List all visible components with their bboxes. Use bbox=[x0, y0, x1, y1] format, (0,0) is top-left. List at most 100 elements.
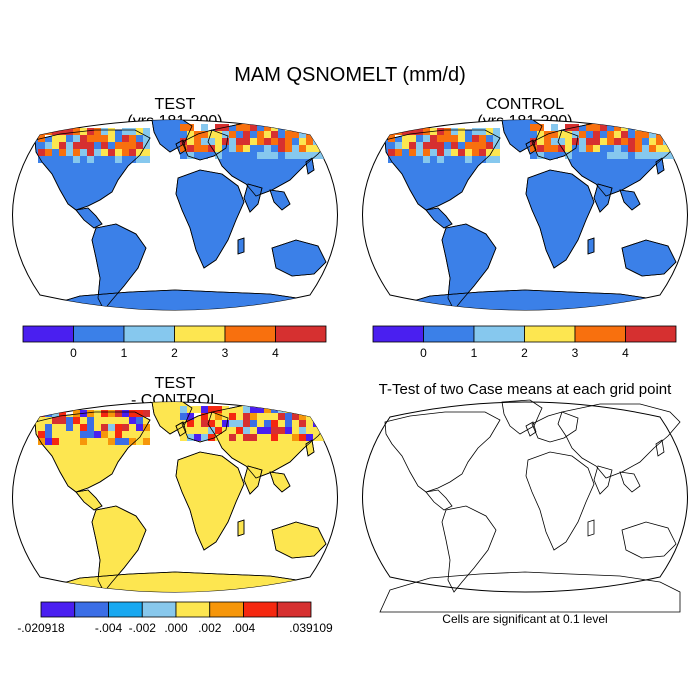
grid-cell bbox=[444, 156, 451, 163]
grid-cell bbox=[614, 152, 621, 159]
colorbar-swatch bbox=[22, 325, 74, 343]
grid-cell bbox=[271, 138, 278, 145]
grid-cell bbox=[299, 152, 306, 159]
grid-cell bbox=[222, 131, 229, 138]
diff-map-land bbox=[29, 402, 334, 592]
grid-cell bbox=[558, 131, 565, 138]
grid-cell bbox=[614, 124, 621, 131]
grid-cell bbox=[472, 135, 479, 142]
grid-cell bbox=[656, 124, 663, 131]
grid-cell bbox=[579, 138, 586, 145]
grid-cell bbox=[395, 156, 402, 163]
grid-cell bbox=[423, 142, 430, 149]
colorbar-tick-label: 0 bbox=[420, 346, 427, 360]
grid-cell bbox=[607, 138, 614, 145]
coastline-greenland bbox=[151, 120, 193, 153]
grid-cell bbox=[229, 131, 236, 138]
grid-cell bbox=[416, 142, 423, 149]
grid-cell bbox=[143, 128, 150, 135]
grid-cell bbox=[80, 149, 87, 156]
grid-cell bbox=[621, 138, 628, 145]
grid-cell bbox=[180, 406, 187, 413]
grid-cell bbox=[201, 138, 208, 145]
grid-cell bbox=[271, 427, 278, 434]
grid-cell bbox=[94, 431, 101, 438]
grid-cell bbox=[313, 413, 320, 420]
coastline-se-asia bbox=[269, 189, 291, 211]
grid-cell bbox=[677, 124, 684, 131]
grid-cell bbox=[136, 424, 143, 431]
grid-cell bbox=[38, 149, 45, 156]
grid-cell bbox=[108, 135, 115, 142]
grid-cell bbox=[493, 135, 500, 142]
grid-cell bbox=[73, 410, 80, 417]
grid-cell bbox=[208, 145, 215, 152]
colorbar-tick-label: 2 bbox=[171, 346, 178, 360]
grid-cell bbox=[115, 149, 122, 156]
grid-cell bbox=[187, 145, 194, 152]
colorbar-tick-label: -.002 bbox=[128, 621, 156, 635]
grid-cell bbox=[292, 427, 299, 434]
grid-cell bbox=[292, 434, 299, 441]
grid-cell bbox=[402, 135, 409, 142]
colorbar-swatch bbox=[73, 325, 125, 343]
grid-cell bbox=[80, 135, 87, 142]
grid-cell bbox=[208, 131, 215, 138]
grid-cell bbox=[402, 156, 409, 163]
grid-cell bbox=[122, 438, 129, 445]
grid-cell bbox=[115, 142, 122, 149]
grid-cell bbox=[486, 149, 493, 156]
grid-cell bbox=[201, 406, 208, 413]
grid-cell bbox=[250, 152, 257, 159]
coastline-japan bbox=[305, 439, 315, 457]
colorbar-tick-label: 1 bbox=[470, 346, 478, 360]
grid-cell bbox=[649, 152, 656, 159]
grid-cell bbox=[395, 142, 402, 149]
grid-cell bbox=[565, 124, 572, 131]
grid-cell bbox=[670, 138, 677, 145]
colorbar-swatch bbox=[243, 601, 278, 618]
grid-cell bbox=[115, 431, 122, 438]
grid-cell bbox=[320, 124, 327, 131]
grid-cell bbox=[108, 424, 115, 431]
grid-cell bbox=[180, 152, 187, 159]
grid-cell bbox=[45, 431, 52, 438]
grid-cell bbox=[628, 145, 635, 152]
grid-cell bbox=[444, 135, 451, 142]
ttest-note: Cells are significant at 0.1 level bbox=[442, 612, 608, 626]
grid-cell bbox=[52, 135, 59, 142]
grid-cell bbox=[215, 131, 222, 138]
grid-cell bbox=[94, 417, 101, 424]
grid-cell bbox=[493, 156, 500, 163]
grid-cell bbox=[94, 149, 101, 156]
colorbar-swatch bbox=[174, 325, 226, 343]
control-colorbar bbox=[372, 325, 677, 343]
grid-cell bbox=[52, 142, 59, 149]
colorbar-swatch bbox=[473, 325, 525, 343]
grid-cell bbox=[285, 413, 292, 420]
grid-cell bbox=[423, 156, 430, 163]
grid-cell bbox=[236, 124, 243, 131]
grid-cell bbox=[493, 149, 500, 156]
grid-cell bbox=[201, 124, 208, 131]
grid-cell bbox=[73, 128, 80, 135]
grid-cell bbox=[285, 145, 292, 152]
grid-cell bbox=[243, 406, 250, 413]
grid-cell bbox=[458, 156, 465, 163]
grid-cell bbox=[80, 424, 87, 431]
grid-cell bbox=[656, 138, 663, 145]
grid-cell bbox=[423, 149, 430, 156]
grid-cell bbox=[194, 434, 201, 441]
grid-cell bbox=[243, 124, 250, 131]
grid-cell bbox=[129, 410, 136, 417]
continent-se-asia bbox=[619, 471, 641, 493]
grid-cell bbox=[229, 427, 236, 434]
grid-cell bbox=[264, 145, 271, 152]
grid-cell bbox=[73, 149, 80, 156]
grid-cell bbox=[278, 406, 285, 413]
grid-cell bbox=[395, 128, 402, 135]
grid-cell bbox=[180, 145, 187, 152]
coastline-greenland bbox=[151, 402, 193, 435]
grid-cell bbox=[437, 128, 444, 135]
